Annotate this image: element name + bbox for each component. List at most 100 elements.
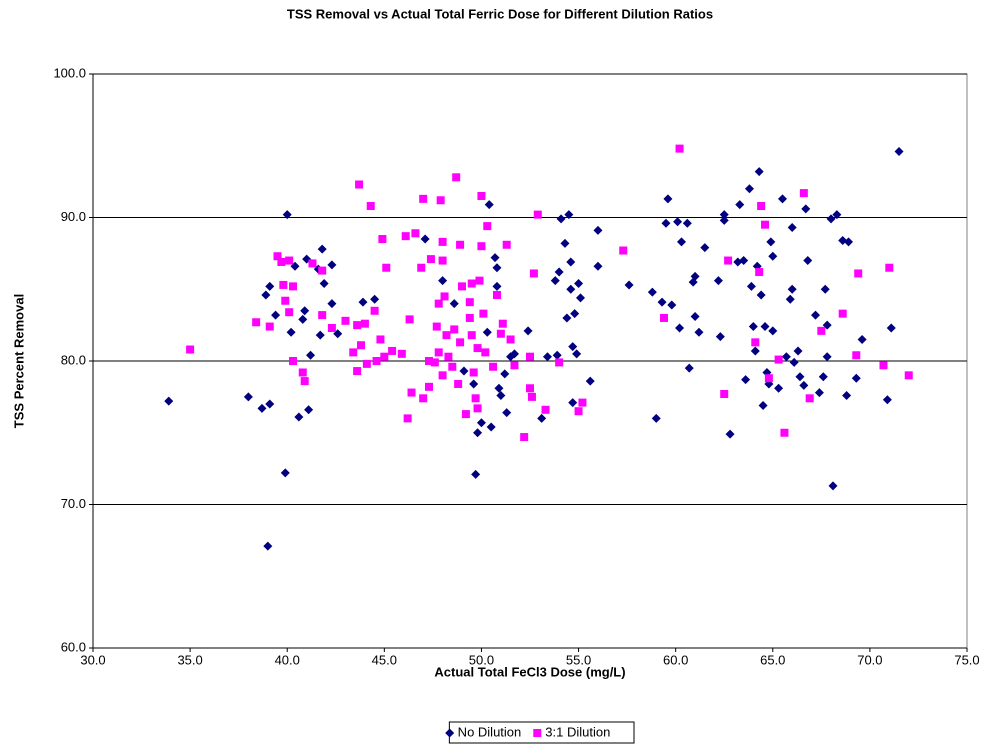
point (818, 372, 828, 382)
point (279, 280, 288, 289)
x-axis-label: Actual Total FeCl3 Dose (mg/L) (434, 664, 625, 679)
y-tick-label: 60.0 (61, 639, 86, 654)
point (574, 407, 583, 416)
point (894, 146, 904, 156)
point (838, 309, 847, 318)
point (502, 408, 512, 418)
point (461, 410, 470, 419)
point (286, 327, 296, 337)
point (327, 260, 337, 270)
point (785, 294, 795, 304)
point (164, 396, 174, 406)
point (719, 210, 729, 220)
point (651, 413, 661, 423)
point (554, 267, 564, 277)
x-tick-label: 40.0 (275, 652, 300, 667)
point (805, 394, 814, 403)
point (684, 363, 694, 373)
point (285, 256, 294, 265)
x-tick-label: 70.0 (857, 652, 882, 667)
point (509, 349, 519, 359)
point (430, 358, 439, 367)
point (675, 144, 684, 153)
point (492, 263, 502, 273)
point (265, 281, 275, 291)
point (306, 350, 316, 360)
point (556, 214, 566, 224)
point (341, 316, 350, 325)
point (378, 235, 387, 244)
point (811, 310, 821, 320)
point (449, 299, 459, 309)
point (298, 314, 308, 324)
point (454, 379, 463, 388)
point (318, 311, 327, 320)
point (484, 200, 494, 210)
point (407, 388, 416, 397)
point (774, 355, 783, 364)
point (257, 403, 267, 413)
point (448, 362, 457, 371)
point (657, 297, 667, 307)
point (566, 257, 576, 267)
point (533, 210, 542, 219)
point (471, 394, 480, 403)
point (690, 271, 700, 281)
point (820, 284, 830, 294)
point (355, 180, 364, 189)
point (500, 369, 510, 379)
point (490, 253, 500, 263)
point (660, 313, 669, 322)
point (280, 468, 290, 478)
point (300, 306, 310, 316)
point (370, 294, 380, 304)
point (473, 404, 482, 413)
point (265, 322, 274, 331)
point (376, 335, 385, 344)
point (308, 259, 317, 268)
point (358, 297, 368, 307)
point (801, 204, 811, 214)
point (496, 390, 506, 400)
point (489, 362, 498, 371)
point (690, 312, 700, 322)
y-tick-label: 70.0 (61, 496, 86, 511)
legend-label: No Dilution (458, 724, 522, 739)
y-tick-label: 80.0 (61, 352, 86, 367)
point (739, 256, 749, 266)
point (854, 269, 863, 278)
point (780, 428, 789, 437)
point (562, 313, 572, 323)
legend-marker (533, 729, 542, 737)
point (289, 282, 298, 291)
point (469, 379, 479, 389)
point (817, 326, 826, 335)
point (469, 368, 478, 377)
point (814, 388, 824, 398)
point (758, 400, 768, 410)
point (757, 202, 766, 211)
point (585, 376, 595, 386)
point (537, 413, 547, 423)
point (294, 412, 304, 422)
point (764, 374, 773, 383)
point (476, 418, 486, 428)
point (799, 189, 808, 198)
point (465, 298, 474, 307)
point (885, 263, 894, 272)
point (289, 357, 298, 365)
point (844, 237, 854, 247)
point (432, 322, 441, 331)
point (357, 341, 366, 350)
point (494, 383, 504, 393)
point (380, 352, 389, 361)
point (425, 357, 434, 365)
point (795, 372, 805, 382)
point (252, 318, 261, 327)
point (555, 358, 564, 367)
x-tick-label: 60.0 (663, 652, 688, 667)
point (438, 256, 447, 265)
x-tick-label: 75.0 (954, 652, 979, 667)
point (566, 284, 576, 294)
point (496, 329, 505, 338)
